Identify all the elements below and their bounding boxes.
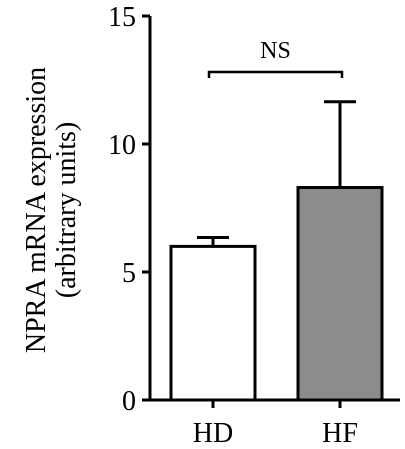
significance-label: NS	[260, 38, 291, 64]
significance-bracket	[207, 70, 344, 78]
y-axis: 0 5 10 15	[108, 2, 152, 417]
significance-annotation: NS	[207, 38, 344, 78]
x-axis: HD HF	[148, 398, 400, 449]
bars	[169, 100, 384, 402]
x-tick-label: HF	[322, 418, 358, 449]
bar-hf	[296, 186, 384, 402]
y-tick-label: 10	[108, 130, 136, 161]
x-tick-label: HD	[193, 418, 233, 449]
y-tick-label: 0	[122, 386, 136, 417]
y-tick-label: 5	[122, 258, 136, 289]
y-tick-label: 15	[108, 2, 136, 33]
y-axis-title: NPRA mRNA expression (arbitrary units)	[21, 67, 82, 353]
bar-hd	[169, 244, 257, 402]
y-axis-label-line2: (arbitrary units)	[51, 122, 82, 299]
y-axis-label-line1: NPRA mRNA expression	[21, 67, 52, 353]
